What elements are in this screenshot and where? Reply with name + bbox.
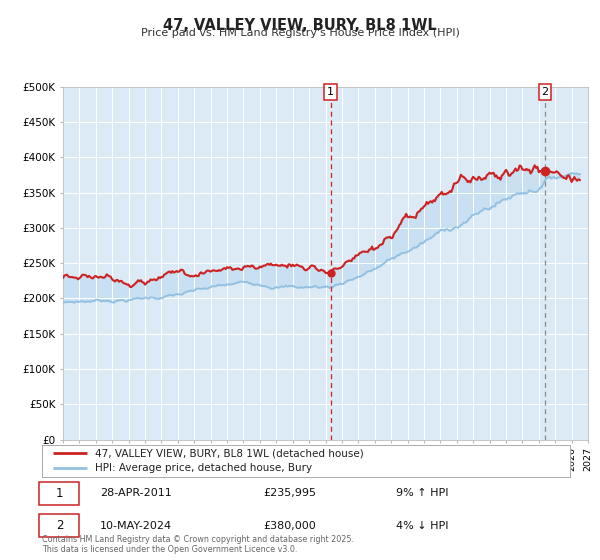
Text: 47, VALLEY VIEW, BURY, BL8 1WL (detached house): 47, VALLEY VIEW, BURY, BL8 1WL (detached…: [95, 449, 364, 459]
Text: Price paid vs. HM Land Registry's House Price Index (HPI): Price paid vs. HM Land Registry's House …: [140, 28, 460, 38]
Text: £380,000: £380,000: [264, 521, 317, 531]
FancyBboxPatch shape: [40, 514, 79, 538]
Text: 47, VALLEY VIEW, BURY, BL8 1WL: 47, VALLEY VIEW, BURY, BL8 1WL: [163, 18, 437, 33]
Text: 4% ↓ HPI: 4% ↓ HPI: [396, 521, 448, 531]
Text: 9% ↑ HPI: 9% ↑ HPI: [396, 488, 448, 498]
Text: £235,995: £235,995: [264, 488, 317, 498]
Text: 2: 2: [541, 87, 548, 97]
FancyBboxPatch shape: [40, 482, 79, 505]
Text: 1: 1: [56, 487, 63, 500]
Text: Contains HM Land Registry data © Crown copyright and database right 2025.
This d: Contains HM Land Registry data © Crown c…: [42, 535, 354, 554]
Text: HPI: Average price, detached house, Bury: HPI: Average price, detached house, Bury: [95, 463, 312, 473]
Text: 10-MAY-2024: 10-MAY-2024: [100, 521, 172, 531]
Text: 28-APR-2011: 28-APR-2011: [100, 488, 172, 498]
Text: 2: 2: [56, 519, 63, 533]
Text: 1: 1: [327, 87, 334, 97]
